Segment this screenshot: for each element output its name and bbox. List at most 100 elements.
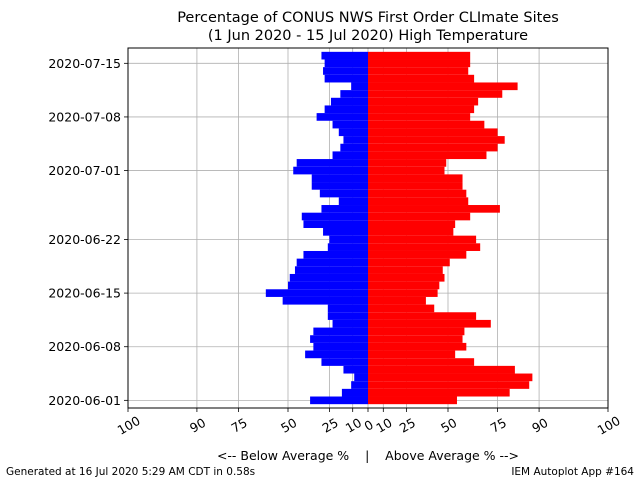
bar-below	[332, 319, 368, 328]
bar-below	[324, 105, 368, 114]
bar-above	[368, 327, 465, 336]
bar-above	[368, 258, 450, 267]
bar-above	[368, 373, 533, 382]
bar-below	[303, 220, 368, 228]
bar-above	[368, 59, 471, 68]
bar-above	[368, 197, 469, 206]
bar-below	[323, 228, 368, 236]
bar-above	[368, 312, 477, 320]
bar-below	[327, 304, 368, 313]
bar-above	[368, 174, 463, 183]
x-tick-label: 75	[488, 415, 509, 436]
bar-above	[368, 82, 518, 91]
bar-above	[368, 143, 498, 152]
bar-above	[368, 296, 426, 305]
bar-below	[338, 128, 368, 137]
bar-above	[368, 113, 471, 121]
bar-below	[324, 74, 368, 83]
bar-below	[296, 258, 368, 267]
x-tick-label: 100	[595, 413, 623, 438]
bar-below	[343, 136, 368, 144]
bar-above	[368, 388, 510, 397]
bar-above	[368, 120, 485, 129]
bar-below	[327, 312, 368, 320]
bar-below	[321, 205, 368, 213]
bar-above	[368, 266, 443, 274]
bar-above	[368, 182, 463, 190]
bar-above	[368, 166, 445, 175]
bar-below	[324, 59, 368, 68]
bar-below	[329, 235, 368, 244]
bar-below	[330, 97, 368, 106]
bar-above	[368, 151, 487, 160]
y-tick-label: 2020-06-22	[48, 232, 121, 247]
bar-above	[368, 350, 456, 359]
bar-above	[368, 90, 503, 98]
bar-below	[343, 365, 368, 374]
x-tick-label: 25	[397, 415, 418, 436]
bar-above	[368, 335, 463, 343]
x-tick-label: 100	[115, 413, 143, 438]
bar-above	[368, 273, 445, 282]
bar-below	[310, 335, 368, 343]
y-tick-label: 2020-07-01	[48, 163, 121, 178]
bar-above	[368, 51, 471, 60]
y-tick-label: 2020-06-01	[48, 393, 121, 408]
y-tick-label: 2020-06-15	[48, 286, 121, 301]
bar-below	[321, 51, 368, 60]
bar-above	[368, 358, 475, 366]
y-tick-label: 2020-07-08	[48, 109, 121, 124]
bar-above	[368, 205, 500, 213]
y-axis: 2020-06-01 2020-06-08 2020-06-15 2020-06-22…	[48, 56, 128, 408]
bar-above	[368, 228, 454, 236]
bar-above	[368, 220, 456, 228]
bar-below	[332, 151, 368, 160]
bar-above	[368, 319, 491, 328]
bars	[265, 51, 533, 405]
bar-below	[305, 350, 368, 359]
chart-title-line1: Percentage of CONUS NWS First Order CLIm…	[177, 10, 559, 26]
bar-below	[321, 358, 368, 366]
x-tick-label: 50	[438, 415, 459, 436]
bar-above	[368, 97, 479, 106]
bar-below	[311, 174, 368, 183]
bar-above	[368, 159, 447, 167]
bar-below	[293, 166, 368, 175]
bar-below	[288, 281, 368, 290]
y-tick-label: 2020-07-15	[48, 56, 121, 71]
bar-below	[341, 388, 368, 397]
bar-above	[368, 189, 467, 198]
y-tick-label: 2020-06-08	[48, 339, 121, 354]
footer-app: IEM Autoplot App #164	[511, 466, 634, 478]
bar-below	[294, 266, 368, 274]
bar-below	[316, 113, 368, 121]
bar-below	[289, 273, 368, 282]
footer-generated: Generated at 16 Jul 2020 5:29 AM CDT in …	[6, 466, 255, 478]
x-tick-label: 10	[343, 415, 364, 436]
bar-below	[313, 342, 368, 351]
bar-above	[368, 289, 438, 297]
x-axis-label: <-- Below Average % | Above Average % --…	[217, 448, 519, 463]
bar-above	[368, 67, 469, 75]
bar-above	[368, 74, 475, 83]
bar-above	[368, 136, 505, 144]
x-tick-label: 10	[373, 415, 394, 436]
bar-below	[319, 189, 368, 198]
bar-below	[282, 296, 368, 305]
bar-above	[368, 281, 440, 290]
bar-below	[354, 373, 368, 382]
x-tick-label: 50	[278, 415, 299, 436]
bar-above	[368, 250, 467, 259]
bar-below	[296, 159, 368, 167]
bar-above	[368, 212, 471, 221]
x-tick-label: 25	[320, 415, 341, 436]
bar-above	[368, 396, 457, 405]
bar-below	[311, 182, 368, 190]
bar-below	[340, 143, 368, 152]
bar-below	[313, 327, 368, 336]
bar-above	[368, 235, 477, 244]
bar-below	[340, 90, 368, 98]
bar-below	[338, 197, 368, 206]
